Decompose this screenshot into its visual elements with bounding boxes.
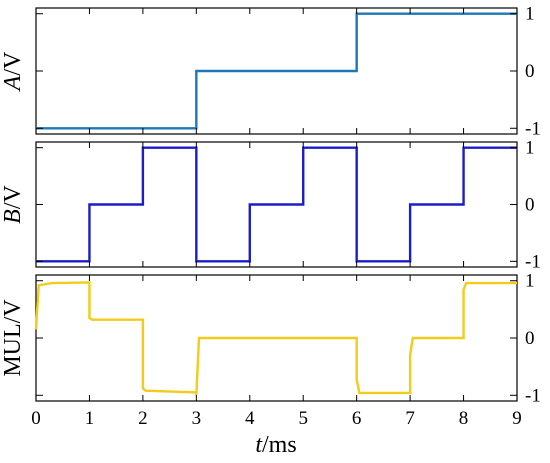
series-line-mul: [34, 281, 517, 396]
y-axis-label-var-b: B: [0, 209, 26, 224]
x-tick-label: 6: [352, 408, 362, 429]
y-axis-label-unit-a: /V: [0, 51, 26, 76]
series-line-a: [36, 12, 517, 130]
x-axis-label: t/ms: [255, 432, 296, 458]
y-axis-label-a: A/V: [0, 51, 26, 92]
x-tick-label: 3: [192, 408, 202, 429]
x-tick-label: 1: [85, 408, 95, 429]
x-tick-label: 0: [31, 408, 41, 429]
y-tick-label-a: 1: [525, 4, 535, 25]
y-axis-label-mul: MUL/V: [0, 299, 26, 377]
y-axis-label-var-a: A: [0, 75, 26, 92]
panel-b: -1 0 1 B/V: [0, 138, 541, 273]
panel-mul: -1 0 1 MUL/V: [0, 271, 541, 407]
y-tick-label-mul: -1: [525, 385, 541, 406]
y-tick-label-mul: 1: [525, 271, 535, 292]
y-tick-label-mul: 0: [525, 328, 535, 349]
x-tick-label: 5: [298, 408, 308, 429]
y-axis-label-unit-b: /V: [0, 184, 26, 209]
panel-a: -1 0 1 A/V: [0, 4, 541, 140]
y-axis-label-b: B/V: [0, 184, 26, 223]
x-tick-label: 7: [405, 408, 415, 429]
y-tick-label-a: -1: [525, 118, 541, 139]
x-axis-label-unit: /ms: [262, 432, 297, 458]
x-tick-label: 8: [459, 408, 469, 429]
series-line-b: [36, 146, 517, 263]
x-tick-label: 9: [512, 408, 522, 429]
y-tick-label-a: 0: [525, 61, 535, 82]
y-tick-label-b: -1: [525, 251, 541, 272]
y-tick-label-b: 1: [525, 138, 535, 159]
x-axis-label-var: t: [255, 432, 263, 458]
x-axis: 0 1 2 3 4 5 6 7 8 9: [31, 408, 522, 429]
x-tick-label: 2: [138, 408, 148, 429]
y-tick-label-b: 0: [525, 195, 535, 216]
x-tick-label: 4: [245, 408, 255, 429]
y-axis-label-unit-mul: MUL/V: [0, 299, 26, 377]
